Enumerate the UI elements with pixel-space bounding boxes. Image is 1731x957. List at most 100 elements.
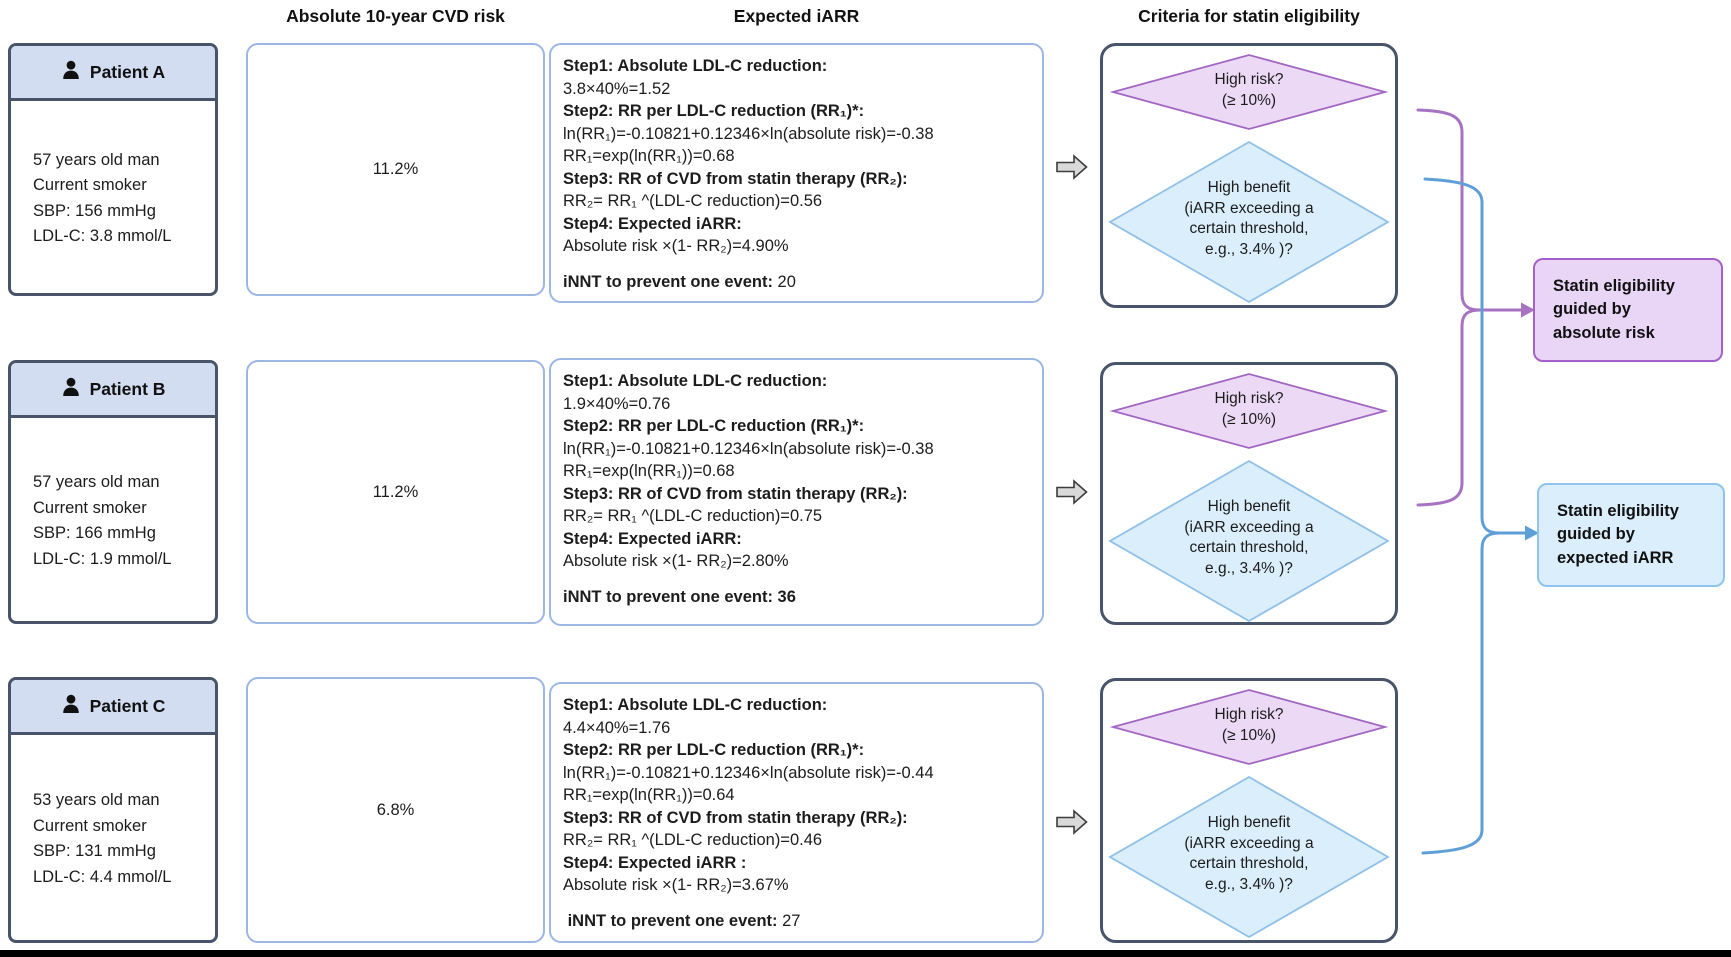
patient-card-header: Patient B bbox=[11, 363, 215, 418]
iarr-calc-line: iNNT to prevent one event: 36 bbox=[563, 586, 1032, 609]
iarr-calc-line: RR₁=exp(ln(RR₁))=0.68 bbox=[563, 145, 1032, 168]
iarr-calc-line: RR₂= RR₁ ^(LDL-C reduction)=0.56 bbox=[563, 190, 1032, 213]
iarr-line-bold: iNNT to prevent one event: 36 bbox=[563, 587, 796, 606]
iarr-calc-line: Step4: Expected iARR : bbox=[563, 852, 1032, 875]
iarr-line-regular: RR₁=exp(ln(RR₁))=0.68 bbox=[563, 147, 735, 165]
absolute-risk-value: 11.2% bbox=[372, 160, 419, 178]
outcome-line: expected iARR bbox=[1557, 548, 1674, 567]
column-header-criteria: Criteria for statin eligibility bbox=[1138, 6, 1360, 26]
absolute-risk-box: 6.8% bbox=[246, 677, 545, 943]
iarr-calc-line: iNNT to prevent one event: 27 bbox=[563, 910, 1032, 933]
patient-detail-line: SBP: 131 mmHg bbox=[33, 842, 156, 860]
iarr-line-bold: iNNT to prevent one event: bbox=[563, 911, 778, 930]
iarr-line-bold: iNNT to prevent one event: bbox=[563, 272, 773, 291]
flow-arrow-icon bbox=[1056, 478, 1088, 506]
iarr-calc-line: Step3: RR of CVD from statin therapy (RR… bbox=[563, 168, 1032, 191]
high-benefit-label-line: certain threshold, bbox=[1189, 855, 1309, 872]
patient-card: Patient A 57 years old man Current smoker S… bbox=[8, 43, 218, 296]
iarr-line-bold: Step2: RR per LDL-C reduction (RR₁)*: bbox=[563, 417, 865, 435]
patient-detail-line: LDL-C: 1.9 mmol/L bbox=[33, 549, 172, 568]
expected-iarr-box: Step1: Absolute LDL-C reduction: 3.8×40%=… bbox=[549, 43, 1044, 303]
patient-card: Patient C 53 years old man Current smoker S… bbox=[8, 677, 218, 943]
iarr-calc-line: RR₂= RR₁ ^(LDL-C reduction)=0.46 bbox=[563, 829, 1032, 852]
outcome-line: Statin eligibility bbox=[1553, 276, 1675, 295]
iarr-calc-line: Step1: Absolute LDL-C reduction: bbox=[563, 370, 1032, 393]
iarr-line-regular: RR₁=exp(ln(RR₁))=0.68 bbox=[563, 462, 735, 480]
high-risk-diamond bbox=[1109, 689, 1389, 765]
high-risk-label-line: High risk? bbox=[1214, 390, 1284, 407]
iarr-line-regular: ln(RR₁)=-0.10821+0.12346×ln(absolute ris… bbox=[563, 124, 934, 143]
patient-details: 57 years old man Current smoker SBP: 156 m… bbox=[11, 104, 215, 293]
patient-name: Patient A bbox=[89, 61, 166, 82]
iarr-calc-line: iNNT to prevent one event: 20 bbox=[563, 271, 1032, 294]
iarr-line-regular: 27 bbox=[777, 911, 801, 930]
iarr-line-regular: ln(RR₁)=-0.10821+0.12346×ln(absolute ris… bbox=[563, 439, 934, 458]
person-icon bbox=[61, 60, 81, 85]
high-risk-label: High risk? (≥ 10%) bbox=[1103, 389, 1395, 430]
iarr-line-regular: 20 bbox=[772, 272, 796, 291]
iarr-line-regular: RR₂= RR₁ ^(LDL-C reduction)=0.46 bbox=[563, 831, 823, 849]
iarr-calc-line: Step3: RR of CVD from statin therapy (RR… bbox=[563, 483, 1032, 506]
iarr-line-bold: Step1: Absolute LDL-C reduction: bbox=[563, 57, 828, 75]
patient-detail-line: Current smoker bbox=[33, 816, 147, 835]
high-risk-label-line: (≥ 10%) bbox=[1221, 726, 1277, 744]
decision-diamonds bbox=[1108, 373, 1390, 622]
decision-diamonds bbox=[1108, 54, 1390, 304]
iarr-line-bold: Step3: RR of CVD from statin therapy (RR… bbox=[563, 169, 908, 188]
iarr-calc-line: ln(RR₁)=-0.10821+0.12346×ln(absolute ris… bbox=[563, 123, 1032, 146]
patient-card-header: Patient A bbox=[11, 46, 215, 101]
column-header-absolute-risk: Absolute 10-year CVD risk bbox=[286, 6, 505, 26]
criteria-box: High risk? (≥ 10%) High benefit (iARR excee… bbox=[1100, 678, 1398, 943]
high-benefit-label-line: e.g., 3.4% )? bbox=[1205, 875, 1293, 893]
high-benefit-label: High benefit (iARR exceeding a certain thr… bbox=[1103, 813, 1395, 895]
connector-blue-patient-a bbox=[1423, 177, 1527, 535]
absolute-risk-value: 6.8% bbox=[376, 800, 415, 819]
iarr-calc-line: 3.8×40%=1.52 bbox=[563, 78, 1032, 101]
iarr-line-regular: RR₁=exp(ln(RR₁))=0.64 bbox=[563, 786, 735, 804]
high-risk-diamond bbox=[1109, 54, 1389, 130]
iarr-line-bold: Step4: Expected iARR: bbox=[563, 529, 742, 548]
iarr-line-bold: Step3: RR of CVD from statin therapy (RR… bbox=[563, 808, 908, 827]
outcome-line: Statin eligibility bbox=[1557, 501, 1679, 520]
iarr-line-regular: 1.9×40%=0.76 bbox=[563, 394, 671, 413]
iarr-calc-line: 4.4×40%=1.76 bbox=[563, 717, 1032, 740]
patient-card: Patient B 57 years old man Current smoker S… bbox=[8, 360, 218, 624]
patient-detail-line: 53 years old man bbox=[33, 791, 160, 809]
high-risk-label-line: High risk? bbox=[1214, 706, 1284, 723]
iarr-calc-line: Step1: Absolute LDL-C reduction: bbox=[563, 55, 1032, 78]
patient-details: 53 years old man Current smoker SBP: 131 m… bbox=[11, 738, 215, 940]
bottom-border bbox=[0, 950, 1731, 957]
outcome-box-expected-iarr: Statin eligibility guided by expected iA… bbox=[1537, 483, 1725, 587]
person-icon bbox=[61, 377, 81, 402]
iarr-calc-line: Step2: RR per LDL-C reduction (RR₁)*: bbox=[563, 415, 1032, 438]
decision-diamonds bbox=[1108, 689, 1390, 939]
connector-purple-patient-a bbox=[1416, 108, 1523, 312]
patient-detail-line: SBP: 156 mmHg bbox=[33, 201, 156, 220]
iarr-calc-line: RR₂= RR₁ ^(LDL-C reduction)=0.75 bbox=[563, 505, 1032, 528]
expected-iarr-box: Step1: Absolute LDL-C reduction: 4.4×40%=… bbox=[549, 682, 1044, 943]
iarr-line-regular: Absolute risk ×(1- RR₂)=2.80% bbox=[563, 552, 789, 570]
high-benefit-label-line: High benefit bbox=[1207, 498, 1291, 515]
high-risk-label-line: (≥ 10%) bbox=[1221, 410, 1277, 428]
criteria-box: High risk? (≥ 10%) High benefit (iARR excee… bbox=[1100, 362, 1398, 625]
criteria-box: High risk? (≥ 10%) High benefit (iARR excee… bbox=[1100, 43, 1398, 308]
iarr-line-bold: Step1: Absolute LDL-C reduction: bbox=[563, 696, 828, 714]
iarr-line-regular: RR₂= RR₁ ^(LDL-C reduction)=0.56 bbox=[563, 192, 823, 210]
high-benefit-diamond bbox=[1108, 775, 1390, 939]
flow-arrow-icon bbox=[1056, 808, 1088, 836]
high-risk-diamond bbox=[1109, 373, 1389, 449]
patient-detail-line: SBP: 166 mmHg bbox=[33, 524, 156, 542]
high-benefit-label-line: certain threshold, bbox=[1189, 220, 1309, 237]
patient-detail-line: Current smoker bbox=[33, 176, 147, 194]
column-header-expected-iarr: Expected iARR bbox=[733, 6, 860, 26]
high-benefit-label-line: (iARR exceeding a bbox=[1184, 834, 1314, 852]
iarr-calc-line: ln(RR₁)=-0.10821+0.12346×ln(absolute ris… bbox=[563, 762, 1032, 785]
patient-detail-line: 57 years old man bbox=[33, 473, 160, 491]
iarr-line-bold: Step2: RR per LDL-C reduction (RR₁)*: bbox=[563, 102, 865, 120]
high-benefit-label-line: (iARR exceeding a bbox=[1184, 199, 1314, 217]
outcome-box-absolute-risk: Statin eligibility guided by absolute ri… bbox=[1533, 258, 1723, 362]
iarr-line-bold: Step2: RR per LDL-C reduction (RR₁)*: bbox=[563, 741, 865, 759]
iarr-line-bold: Step1: Absolute LDL-C reduction: bbox=[563, 372, 828, 390]
iarr-line-regular: RR₂= RR₁ ^(LDL-C reduction)=0.75 bbox=[563, 507, 823, 525]
